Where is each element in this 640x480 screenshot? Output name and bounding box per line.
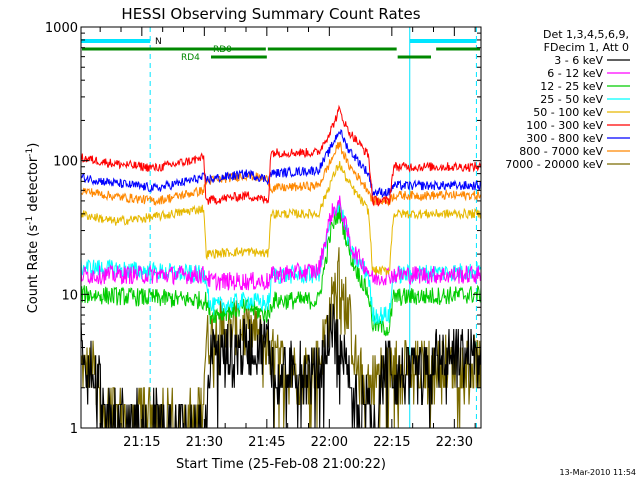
flag-n-label: N xyxy=(155,37,162,47)
legend-header-line: FDecim 1, Att 0 xyxy=(544,41,629,54)
x-tick-label: 21:30 xyxy=(186,435,223,450)
legend-entry-label: 800 - 7000 keV xyxy=(519,145,603,158)
legend-entry-label: 25 - 50 keV xyxy=(540,93,603,106)
y-axis-label-sup1: -1 xyxy=(25,216,35,225)
y-tick-label: 1000 xyxy=(45,21,78,36)
x-tick-label: 22:30 xyxy=(436,435,473,450)
x-tick-label: 21:15 xyxy=(123,435,160,450)
footer-date: 13-Mar-2010 11:54 xyxy=(560,468,637,477)
y-axis-label-sup2: -1 xyxy=(25,148,35,157)
x-tick-label: 21:45 xyxy=(248,435,285,450)
legend-header-line: Det 1,3,4,5,6,9, xyxy=(543,28,629,41)
axes: 1 10 100 1000 21:15 21:30 21:45 22:00 22:15 22:30 xyxy=(45,21,481,450)
y-axis-label-mid: detector xyxy=(26,156,41,216)
legend: Det 1,3,4,5,6,9,FDecim 1, Att 03 - 6 keV… xyxy=(505,28,630,171)
observing-flags: N RD0 RD4 xyxy=(80,27,480,428)
x-tick-label: 22:00 xyxy=(311,435,348,450)
legend-entry-label: 7000 - 20000 keV xyxy=(505,158,603,171)
legend-entry-label: 6 - 12 keV xyxy=(547,67,603,80)
x-axis-label: Start Time (25-Feb-08 21:00:22) xyxy=(176,457,386,472)
flag-rd4-label: RD4 xyxy=(181,53,200,63)
flag-rd0-label: RD0 xyxy=(213,45,232,55)
legend-entry-label: 3 - 6 keV xyxy=(554,54,603,67)
y-axis-label-end: ) xyxy=(26,143,41,148)
plot-frame xyxy=(80,26,482,429)
series-line-6-12keV xyxy=(80,195,482,291)
series-line-50-100keV xyxy=(80,160,482,276)
legend-entry-label: 12 - 25 keV xyxy=(540,80,603,93)
x-tick-label: 22:15 xyxy=(373,435,410,450)
legend-entry-label: 300 - 800 keV xyxy=(526,132,603,145)
y-tick-label: 1 xyxy=(70,422,78,437)
legend-entry-label: 100 - 300 keV xyxy=(526,119,603,132)
chart-title: HESSI Observing Summary Count Rates xyxy=(121,5,420,23)
y-tick-label: 100 xyxy=(53,155,78,170)
series-line-12-25keV xyxy=(80,204,482,337)
y-axis-label: Count Rate (s-1 detector-1) xyxy=(25,143,41,314)
y-tick-label: 10 xyxy=(61,288,78,303)
legend-entry-label: 50 - 100 keV xyxy=(533,106,603,119)
series-line-800-7000keV xyxy=(80,141,482,207)
series-line-300-800keV xyxy=(80,129,482,199)
y-axis-label-main: Count Rate (s xyxy=(26,225,41,314)
series-line-100-300keV xyxy=(80,104,482,207)
